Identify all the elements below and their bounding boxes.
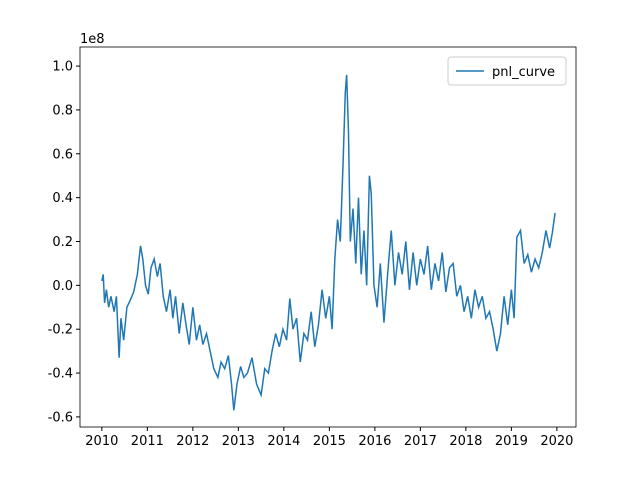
legend-label: pnl_curve [492, 65, 555, 80]
x-tick-label: 2015 [313, 434, 346, 449]
y-offset-label: 1e8 [80, 32, 105, 47]
x-tick-label: 2020 [540, 434, 573, 449]
axes-frame [79, 46, 577, 428]
x-tick-label: 2012 [176, 434, 209, 449]
legend-box [447, 56, 567, 86]
y-tick-label: 1.0 [52, 60, 73, 75]
x-tick-label: 2014 [267, 434, 300, 449]
x-tick-label: 2016 [358, 434, 391, 449]
x-tick-label: 2013 [222, 434, 255, 449]
line [101, 74, 556, 411]
x-tick-label: 2017 [404, 434, 437, 449]
y-tick-label: 0.8 [52, 103, 73, 118]
x-tick-label: 2019 [495, 434, 528, 449]
y-tick-label: -0.2 [48, 323, 73, 338]
y-tick-label: 0.4 [52, 191, 73, 206]
y-tick-label: 0.2 [52, 235, 73, 250]
x-tick-label: 2011 [131, 434, 164, 449]
y-tick-label: 0.0 [52, 279, 73, 294]
x-tick-label: 2010 [85, 434, 118, 449]
y-tick-label: -0.6 [48, 410, 73, 425]
y-tick-label: 0.6 [52, 147, 73, 162]
x-tick-label: 2018 [449, 434, 482, 449]
y-tick-label: -0.4 [48, 367, 73, 382]
